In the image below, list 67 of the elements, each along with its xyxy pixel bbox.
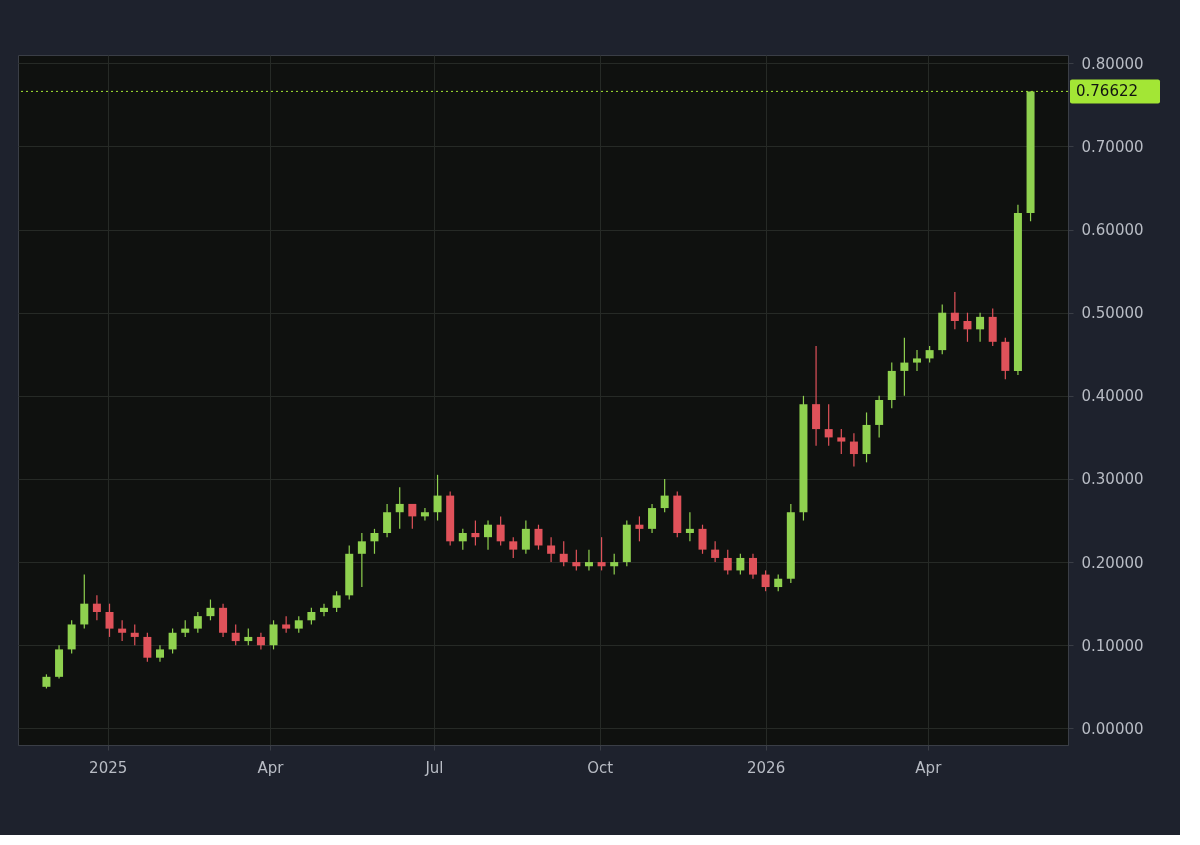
y-tick-label: 0.00000 <box>1081 719 1144 738</box>
candlestick <box>357 532 366 588</box>
candlestick <box>143 632 152 663</box>
candlestick <box>559 540 568 567</box>
y-tick-label: 0.40000 <box>1081 387 1144 406</box>
candlestick <box>635 515 644 542</box>
candlestick <box>584 549 593 572</box>
candlestick <box>484 519 493 551</box>
y-tick-label: 0.60000 <box>1081 221 1144 240</box>
candlestick <box>92 594 101 621</box>
candlestick <box>976 312 985 343</box>
candlestick <box>509 536 518 559</box>
candlestick <box>496 515 505 547</box>
candlestick <box>471 519 480 547</box>
candlestick <box>547 536 556 563</box>
candlestick <box>849 432 858 468</box>
y-tick-label: 0.80000 <box>1081 54 1144 73</box>
candlestick <box>660 478 669 513</box>
x-tick-label: Oct <box>587 758 614 777</box>
candlestick <box>433 474 442 522</box>
candlestick <box>458 528 467 551</box>
y-tick-label: 0.10000 <box>1081 636 1144 655</box>
candlestick <box>610 553 619 576</box>
candlestick <box>648 503 657 534</box>
candlestick <box>748 553 757 580</box>
x-tick-label: Apr <box>915 758 943 777</box>
candlestick <box>572 549 581 572</box>
candlestick <box>105 603 114 638</box>
candlestick <box>534 524 543 551</box>
candlestick <box>698 524 707 555</box>
x-tick-label: Jul <box>424 758 444 777</box>
x-tick-label: 2025 <box>89 758 128 777</box>
candlestick <box>130 623 139 646</box>
candlestick <box>383 503 392 538</box>
candlestick <box>320 603 329 617</box>
candlestick <box>913 349 921 372</box>
candlestick <box>408 503 417 530</box>
y-tick-label: 0.20000 <box>1081 553 1144 572</box>
candlestick <box>736 553 745 576</box>
candlestick <box>711 540 720 563</box>
candlestick <box>824 403 833 447</box>
ref-line-label: 0.76622 <box>1076 82 1139 101</box>
candlestick <box>193 611 202 634</box>
candlestick <box>80 573 89 630</box>
y-tick-label: 0.70000 <box>1081 137 1144 156</box>
candlestick <box>963 312 972 343</box>
candlestick <box>420 507 429 522</box>
y-tick-label: 0.50000 <box>1081 304 1144 323</box>
candlestick <box>332 590 341 613</box>
candlestick <box>206 598 215 621</box>
candlestick <box>761 569 770 592</box>
candlestick <box>269 619 278 650</box>
candlestick <box>685 511 694 542</box>
candlestick <box>723 549 732 576</box>
candlestick <box>118 619 127 642</box>
candlestick <box>900 337 909 397</box>
candlestick <box>231 623 240 646</box>
candlestick <box>521 519 530 555</box>
candlestick <box>837 428 846 455</box>
x-tick-label: 2026 <box>747 758 786 777</box>
candlestick <box>370 528 379 555</box>
candlestick <box>168 628 177 655</box>
y-tick-label: 0.30000 <box>1081 470 1144 489</box>
candlestick <box>950 291 959 330</box>
x-tick-label: Apr <box>257 758 285 777</box>
candlestick <box>597 536 606 572</box>
candlestick <box>395 486 404 530</box>
